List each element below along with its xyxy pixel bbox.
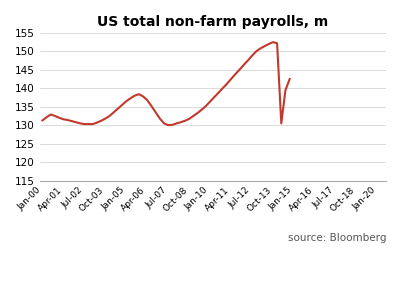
Text: source: Bloomberg: source: Bloomberg [288,233,386,242]
Title: US total non-farm payrolls, m: US total non-farm payrolls, m [97,15,328,29]
